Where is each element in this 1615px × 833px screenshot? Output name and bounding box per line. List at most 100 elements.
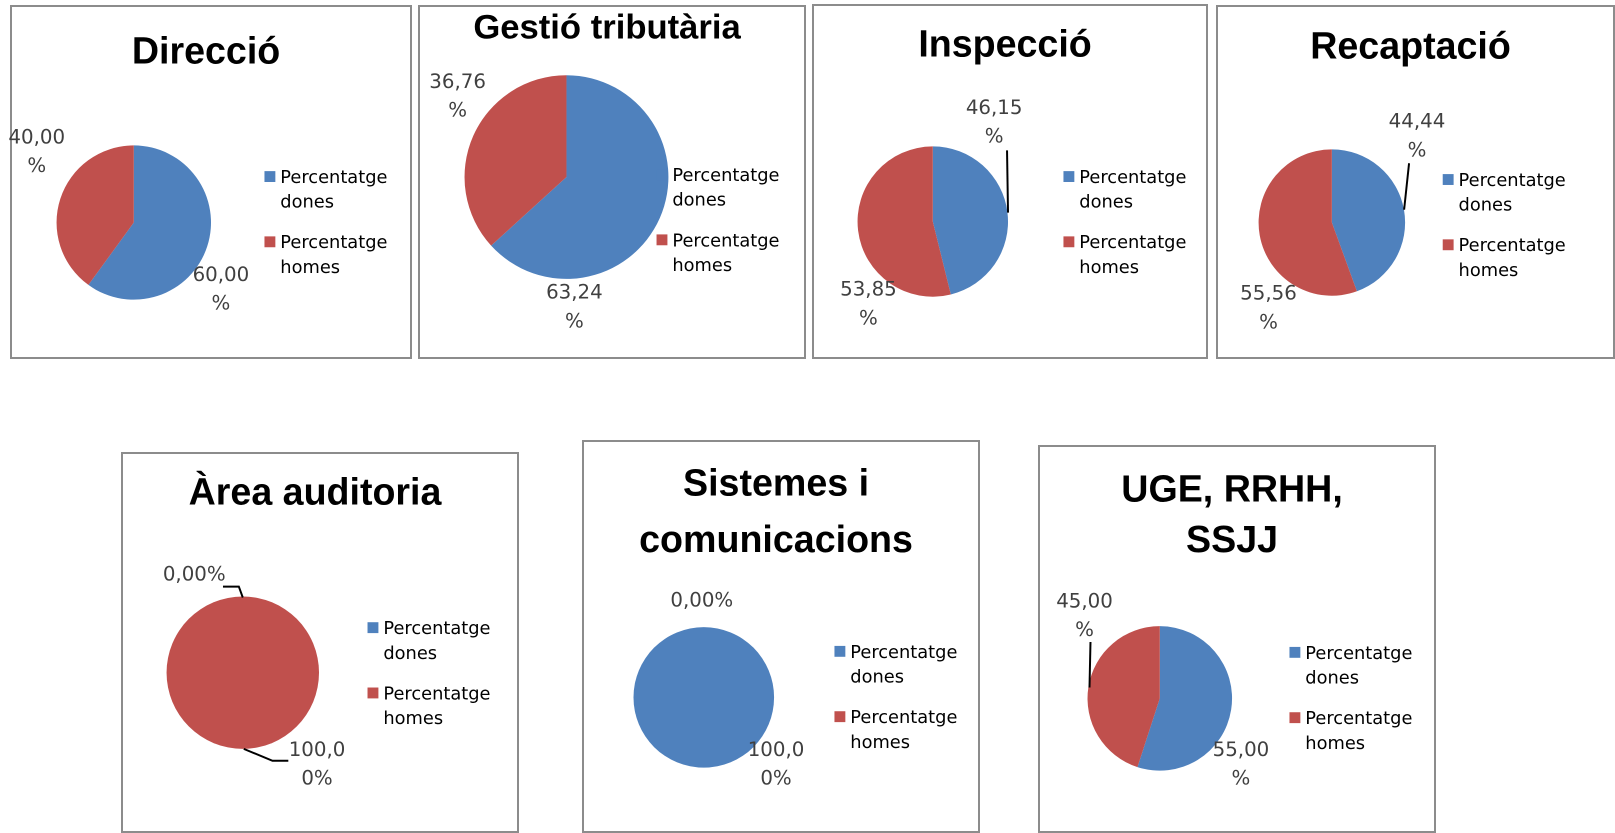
chart-title: Direcció [132,29,280,71]
pie-slice-homes [857,146,951,297]
legend-swatch-dones [1289,646,1301,658]
chart-panel: UGE, RRHH, SSJJ 55,00% 45,00% Percentatge don… [1038,445,1436,833]
legend-label: Percentatge [850,707,957,728]
pie-slice-homes [1087,626,1160,768]
legend-label: dones [850,667,904,688]
data-label: % [1408,138,1427,161]
chart-panel: Direcció 60,00% 40,00% Percentatge dones Perc… [8,5,412,359]
label-leader-line [1403,163,1411,210]
legend-swatch-dones [367,622,379,634]
pie-slice-homes [56,145,134,285]
legend-label: Percentatge [672,230,779,251]
data-label: 55,00 [1213,738,1270,761]
legend-label: dones [1459,195,1513,216]
chart-title: Gestió tributària [473,9,741,47]
data-label: 0,00% [163,563,226,586]
legend-label: Percentatge [1305,643,1412,664]
legend-label: dones [672,190,726,211]
pie-chart-svg: Sistemes i comunicacions 100,0 0% 0,00% Perce… [633,461,957,789]
chart-title: UGE, RRHH, [1121,467,1343,509]
legend-label: homes [1305,733,1365,754]
pie-chart-svg: Direcció 60,00% 40,00% Percentatge dones Perc… [8,29,387,315]
pie-slice-homes [464,75,567,246]
chart-title: Recaptació [1310,24,1511,66]
legend-label: Percentatge [280,167,387,188]
chart-panel: Àrea auditoria 0,00% 100,0 0% Percentatge don… [121,452,519,833]
data-label: % [1259,310,1278,333]
data-label: 60,00 [193,263,250,286]
legend-label: Percentatge [1459,170,1566,191]
data-label: % [565,309,584,332]
label-leader-line [243,747,289,762]
legend-label: Percentatge [1305,708,1412,729]
legend-swatch-homes [656,234,668,246]
legend-label: dones [1305,668,1359,689]
data-label: % [859,306,878,329]
data-label: 0% [760,766,791,789]
data-label: 40,00 [8,125,65,148]
data-label: % [1232,766,1251,789]
legend-label: homes [672,255,732,276]
legend-label: Percentatge [280,232,387,253]
data-label: 36,76 [429,70,486,93]
legend-swatch-dones [656,169,668,181]
legend-label: Percentatge [1459,235,1566,256]
legend-label: Percentatge [383,683,490,704]
pie-chart-svg: Recaptació 44,44% 55,56% Percentatge dones Pe… [1240,24,1566,333]
chart-panel: Recaptació 44,44% 55,56% Percentatge dones Pe… [1216,5,1615,359]
pie-slice-dones [932,146,1009,295]
legend-label: dones [1079,192,1133,213]
pie-slice-dones [491,75,669,279]
legend-label: homes [850,732,910,753]
legend-label: Percentatge [1079,232,1186,253]
pie-chart-svg: Inspecció 46,15% 53,85% Percentatge dones Per… [840,22,1186,329]
data-label: 44,44 [1389,110,1446,133]
pie-slice-dones [1137,626,1233,771]
data-label: % [1075,618,1094,641]
chart-title: Sistemes i [683,461,869,503]
legend-label: Percentatge [850,642,957,663]
legend-label: Percentatge [672,165,779,186]
label-leader-line [222,585,244,598]
data-label: % [985,124,1004,147]
legend-label: dones [383,643,437,664]
chart-title: SSJJ [1186,518,1278,560]
legend-label: homes [383,708,443,729]
data-label: 100,0 [289,738,346,761]
pie-slice-dones [88,145,211,300]
pie-chart-svg: Gestió tributària 63,24% 36,76% Percentatge… [429,9,779,333]
data-label: 0,00% [670,588,733,611]
legend-label: Percentatge [383,618,490,639]
legend-swatch-dones [264,171,276,182]
legend-swatch-dones [1442,174,1454,185]
legend-swatch-homes [1289,712,1301,724]
pie-chart-svg: Àrea auditoria 0,00% 100,0 0% Percentatge don… [163,470,491,789]
pie-slice-homes [166,596,320,749]
data-label: 55,56 [1240,282,1297,305]
legend-swatch-homes [834,711,846,723]
legend-swatch-homes [1442,239,1454,251]
data-label: 100,0 [748,738,805,761]
label-leader-line [1006,150,1010,213]
legend-swatch-homes [264,236,276,248]
legend-label: homes [1079,257,1139,278]
data-label: 46,15 [966,96,1023,119]
label-leader-line [1088,641,1092,688]
data-label: 53,85 [840,278,897,301]
data-label: 45,00 [1056,589,1113,612]
pie-slice-homes [1258,149,1357,296]
legend-label: Percentatge [1079,167,1186,188]
legend-swatch-dones [1063,171,1075,182]
legend-label: homes [1459,260,1519,281]
chart-panel: Sistemes i comunicacions 100,0 0% 0,00% Perce… [582,440,980,833]
legend-swatch-dones [834,645,846,657]
legend-label: homes [280,257,340,278]
chart-title: Inspecció [918,22,1091,64]
data-label: % [27,154,46,177]
legend-label: dones [280,192,334,213]
pie-slice-dones [1331,149,1406,292]
data-label: % [212,292,231,315]
legend-swatch-homes [367,687,379,699]
pie-slice-dones [633,627,775,768]
chart-panel: Gestió tributària 63,24% 36,76% Percentatge… [418,5,806,359]
